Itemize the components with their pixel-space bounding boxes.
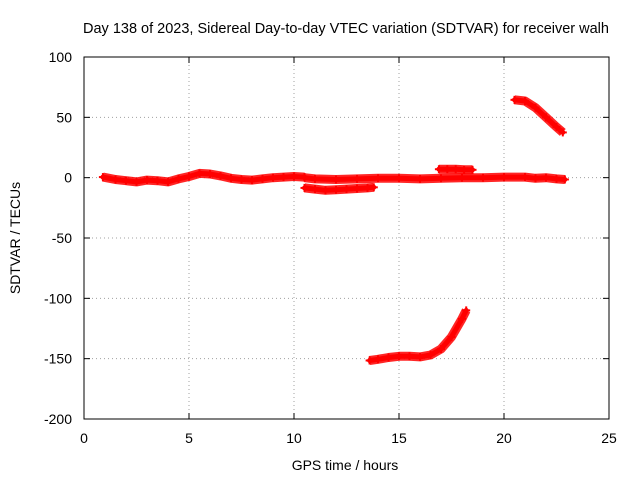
y-tick-label: -100 (44, 290, 72, 306)
x-tick-label: 5 (185, 430, 193, 446)
x-tick-labels: 0 5 10 15 20 25 (80, 430, 617, 446)
x-tick-label: 20 (496, 430, 512, 446)
x-axis-label: GPS time / hours (292, 457, 399, 473)
y-tick-label: 100 (49, 49, 73, 65)
x-tick-label: 10 (286, 430, 302, 446)
x-tick-label: 15 (391, 430, 407, 446)
y-tick-label: -200 (44, 411, 72, 427)
tick-marks (83, 56, 610, 420)
y-axis-label: SDTVAR / TECUs (7, 182, 23, 294)
y-tick-label: -150 (44, 351, 72, 367)
series-line-arc-3 (302, 174, 568, 182)
y-tick-labels: -200 -150 -100 -50 0 50 100 (44, 49, 72, 427)
chart-title: Day 138 of 2023, Sidereal Day-to-day VTE… (83, 21, 609, 37)
x-tick-label: 25 (601, 430, 617, 446)
series-group (98, 95, 569, 365)
y-tick-label: -50 (52, 230, 72, 246)
y-tick-label: 50 (56, 109, 72, 125)
grid (84, 57, 609, 419)
x-tick-label: 0 (80, 430, 88, 446)
y-tick-label: 0 (64, 170, 72, 186)
